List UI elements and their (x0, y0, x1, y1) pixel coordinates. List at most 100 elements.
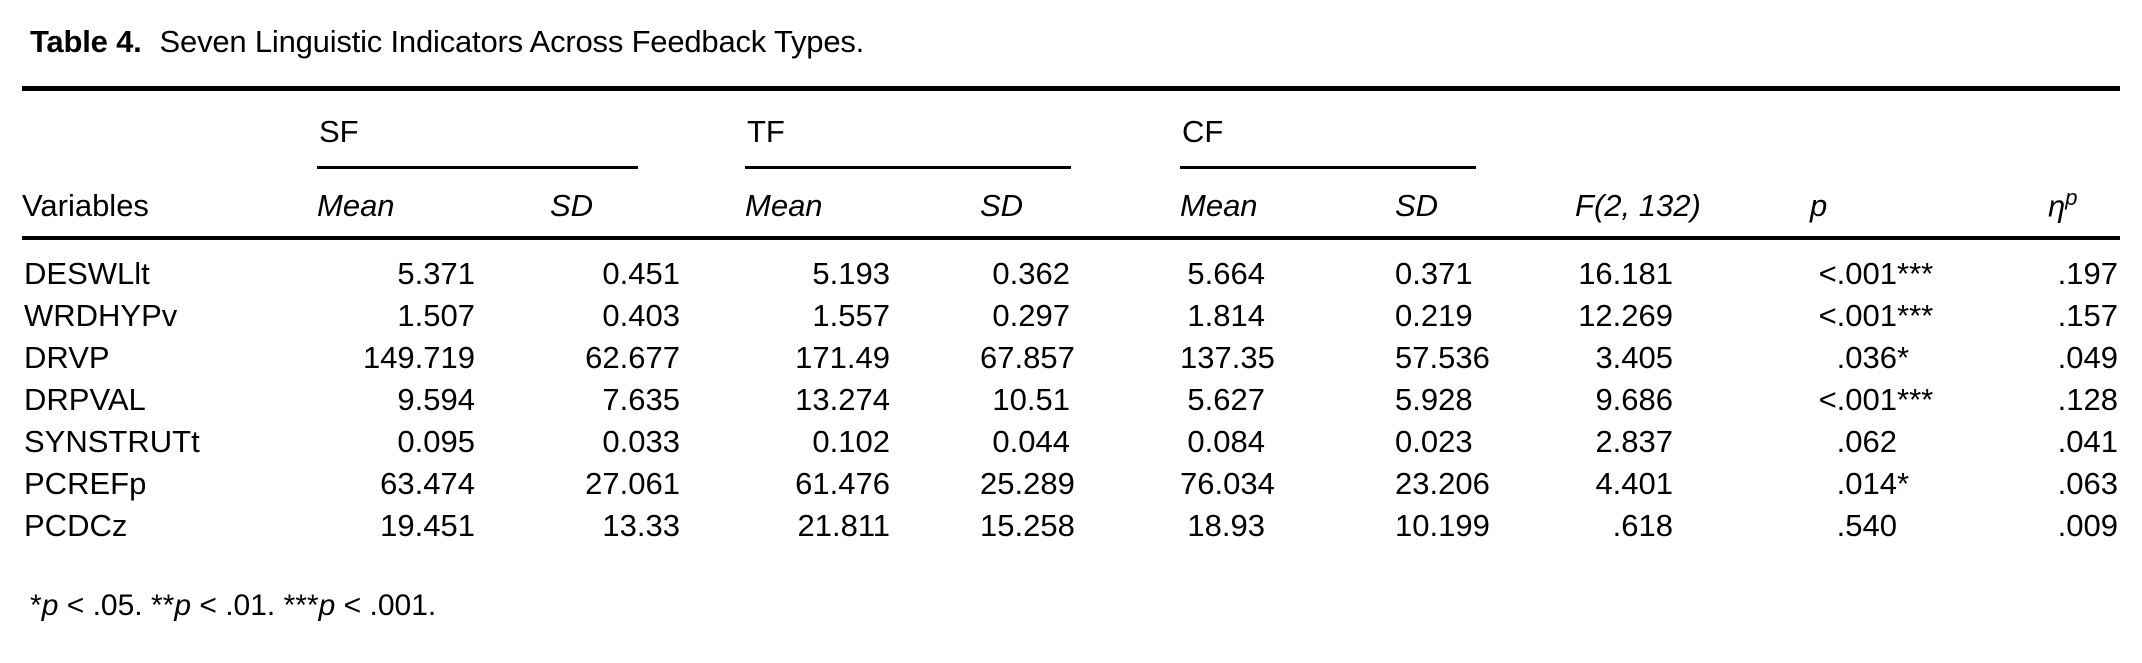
p-value-column-header: p (1810, 169, 2049, 241)
f-statistic-cell: 9.686 (1595, 382, 1674, 418)
group-header-spacer (22, 86, 317, 169)
f-statistic-cell: 4.401 (1595, 466, 1674, 502)
sf-mean-cell: 0.095 (397, 424, 475, 460)
p-value-cell: .036* (1810, 337, 2048, 379)
eta-superscript: p (2065, 185, 2078, 210)
variable-name-cell: DESWLlt (24, 256, 150, 292)
variable-name-cell: SYNSTRUTt (24, 424, 200, 460)
footnote-star-3: *** (283, 589, 319, 623)
sf-sd-cell: 0.451 (602, 256, 680, 292)
footnote-star-2: ** (150, 589, 175, 623)
p-value-cell: .540 (1810, 505, 2048, 547)
cf-sd-cell: 0.023 (1395, 424, 1473, 460)
tf-mean-cell: 61.476 (795, 466, 890, 502)
footnote-text-3: < .001. (335, 589, 437, 623)
eta-squared-cell: .049 (2057, 340, 2119, 376)
p-value: .014 (1836, 466, 1898, 502)
group-header-spacer (2048, 86, 2121, 169)
group-header-spacer (1810, 86, 2049, 169)
footnote-star-1: * (30, 589, 42, 623)
cf-sd-column-header: SD (1395, 169, 1576, 241)
sf-mean-column-header: Mean (317, 169, 550, 241)
variable-name-cell: PCDCz (24, 508, 128, 544)
cf-mean-cell: 5.664 (1187, 256, 1265, 292)
table-caption: Table 4. Seven Linguistic Indicators Acro… (30, 22, 2120, 62)
table-row: DESWLlt 5.371 0.451 5.193 0.362 5.664 0.… (22, 238, 2120, 295)
table-caption-title: Seven Linguistic Indicators Across Feedb… (159, 24, 865, 59)
table-row: SYNSTRUTt 0.095 0.033 0.102 0.044 0.084 … (22, 421, 2120, 463)
tf-sd-cell: 0.362 (992, 256, 1070, 292)
paper-table-figure: Table 4. Seven Linguistic Indicators Acro… (22, 22, 2121, 625)
significance-stars: *** (1897, 256, 1934, 292)
cf-group-label: CF (1182, 114, 1224, 149)
eta-symbol: η (2048, 188, 2066, 224)
eta-squared-cell: .009 (2057, 508, 2119, 544)
group-header-tf: TF (745, 86, 1180, 169)
variables-column-header: Variables (22, 169, 317, 241)
tf-mean-cell: 1.557 (812, 298, 890, 334)
tf-mean-column-header: Mean (745, 169, 980, 241)
cf-sd-cell: 23.206 (1395, 466, 1490, 502)
variable-name-cell: PCREFp (24, 466, 147, 502)
group-header-row: SF TF CF (22, 86, 2121, 169)
sf-group-label: SF (319, 114, 359, 149)
cf-sd-cell: 57.536 (1395, 340, 1490, 376)
significance-stars: * (1897, 466, 1910, 502)
tf-sd-cell: 67.857 (980, 340, 1075, 376)
tf-mean-cell: 13.274 (795, 382, 890, 418)
table-row: PCREFp 63.474 27.061 61.476 25.289 76.03… (22, 463, 2120, 505)
cf-mean-cell: 1.814 (1187, 298, 1265, 334)
eta-squared-cell: .197 (2057, 256, 2119, 292)
cf-mean-cell: 18.93 (1187, 508, 1265, 544)
eta-squared-cell: .041 (2057, 424, 2119, 460)
tf-mean-cell: 5.193 (812, 256, 890, 292)
table-header: SF TF CF Variables (22, 86, 2121, 241)
table-row: PCDCz 19.451 13.33 21.811 15.258 18.93 1… (22, 505, 2120, 547)
variable-name-cell: DRVP (24, 340, 110, 376)
tf-sd-cell: 15.258 (980, 508, 1075, 544)
cf-mean-cell: 137.35 (1180, 340, 1275, 376)
column-header-row: Variables Mean SD Mean SD Mean SD F(2, 1… (22, 169, 2121, 241)
footnote-text-1: < .05. (58, 589, 151, 623)
sf-sd-column-header: SD (550, 169, 745, 241)
p-value-cell: <.001*** (1810, 238, 2048, 295)
table-row: WRDHYPv 1.507 0.403 1.557 0.297 1.814 0.… (22, 295, 2120, 337)
p-value: <.001 (1818, 298, 1898, 334)
footnote-p-1: p (41, 589, 59, 623)
tf-mean-cell: 171.49 (795, 340, 890, 376)
tf-sd-column-header: SD (980, 169, 1180, 241)
tf-mean-cell: 0.102 (812, 424, 890, 460)
group-header-sf: SF (317, 86, 745, 169)
p-value-cell: .014* (1810, 463, 2048, 505)
f-statistic-cell: 12.269 (1578, 298, 1674, 334)
footnote-text-2: < .01. (191, 589, 284, 623)
eta-squared-cell: .063 (2057, 466, 2119, 502)
variable-name-cell: WRDHYPv (24, 298, 178, 334)
f-statistic-cell: .618 (1612, 508, 1674, 544)
tf-mean-cell: 21.811 (797, 508, 890, 544)
f-statistic-cell: 2.837 (1595, 424, 1674, 460)
significance-stars: *** (1897, 298, 1934, 334)
sf-sd-cell: 0.403 (602, 298, 680, 334)
cf-sd-cell: 5.928 (1395, 382, 1473, 418)
significance-stars: *** (1897, 382, 1934, 418)
cf-mean-column-header: Mean (1180, 169, 1395, 241)
tf-sd-cell: 0.044 (992, 424, 1070, 460)
group-header-spacer (1575, 86, 1811, 169)
p-value: .036 (1836, 340, 1898, 376)
tf-group-label: TF (747, 114, 785, 149)
cf-sd-cell: 10.199 (1395, 508, 1490, 544)
table-body: DESWLlt 5.371 0.451 5.193 0.362 5.664 0.… (22, 238, 2120, 547)
p-value-cell: .062 (1810, 421, 2048, 463)
table-row: DRPVAL 9.594 7.635 13.274 10.51 5.627 5.… (22, 379, 2120, 421)
eta-squared-cell: .157 (2057, 298, 2119, 334)
sf-mean-cell: 63.474 (380, 466, 475, 502)
significance-footnote: *p < .05. **p < .01. ***p < .001. (30, 587, 2120, 625)
cf-mean-cell: 5.627 (1187, 382, 1265, 418)
significance-stars: * (1897, 340, 1910, 376)
sf-mean-cell: 1.507 (397, 298, 475, 334)
sf-sd-cell: 13.33 (602, 508, 680, 544)
eta-squared-cell: .128 (2057, 382, 2119, 418)
cf-mean-cell: 0.084 (1187, 424, 1265, 460)
f-statistic-cell: 3.405 (1595, 340, 1674, 376)
